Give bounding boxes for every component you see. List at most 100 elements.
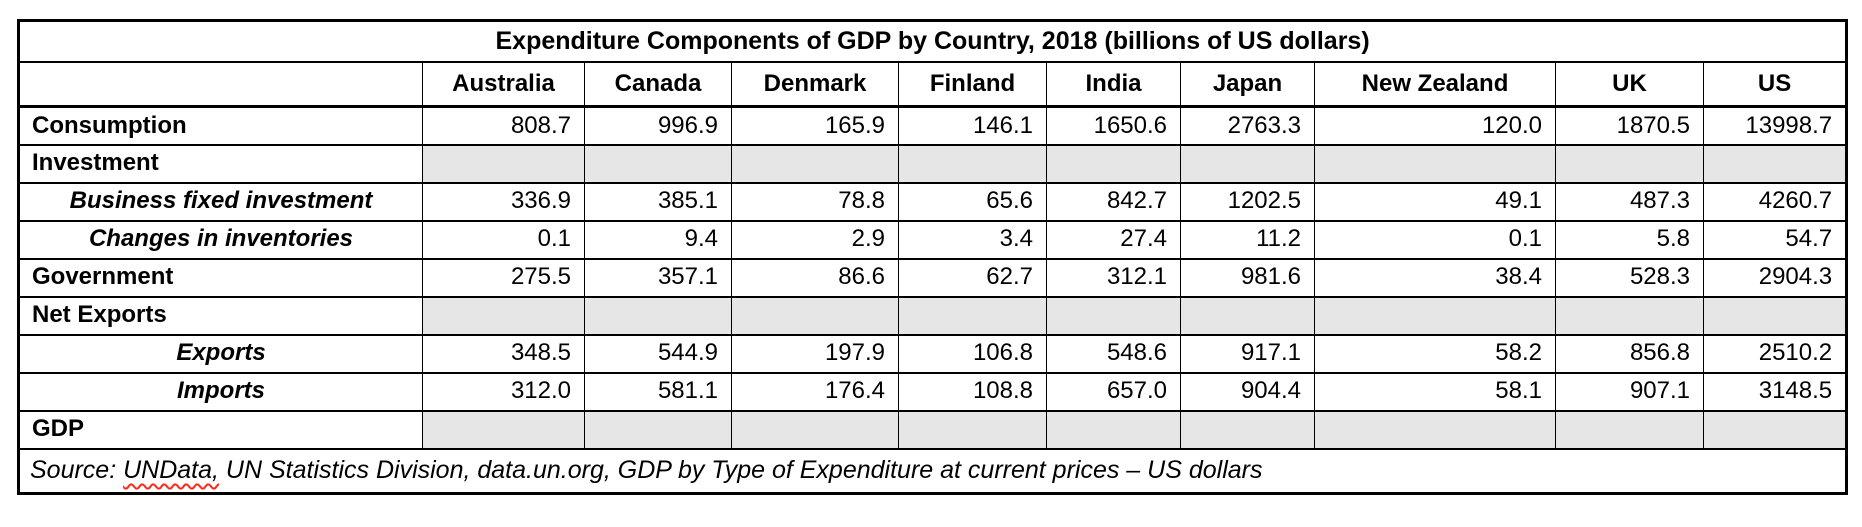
source-row: Source: UNData, UN Statistics Division, … (17, 447, 1848, 494)
value-cell: 146.1 (898, 105, 1047, 146)
corner-cell (18, 61, 423, 108)
column-header-india: India (1046, 61, 1181, 108)
value-cell: 86.6 (731, 257, 899, 298)
value-cell: 581.1 (584, 371, 732, 412)
empty-shaded-cell (898, 409, 1047, 450)
value-cell: 487.3 (1555, 181, 1704, 222)
table-row-net-exports: Net Exports (18, 295, 1848, 336)
empty-shaded-cell (731, 295, 899, 336)
column-header-denmark: Denmark (731, 61, 899, 108)
empty-shaded-cell (584, 143, 732, 184)
value-cell: 62.7 (898, 257, 1047, 298)
value-cell: 904.4 (1180, 371, 1315, 412)
value-cell: 176.4 (731, 371, 899, 412)
value-cell: 2.9 (731, 219, 899, 260)
source-prefix: Source: (30, 455, 124, 484)
value-cell: 981.6 (1180, 257, 1315, 298)
value-cell: 27.4 (1046, 219, 1181, 260)
value-cell: 357.1 (584, 257, 732, 298)
value-cell: 907.1 (1555, 371, 1704, 412)
source-note: Source: UNData, UN Statistics Division, … (17, 447, 1848, 494)
value-cell: 348.5 (422, 333, 585, 374)
row-label: Net Exports (18, 295, 423, 336)
value-cell: 528.3 (1555, 257, 1704, 298)
value-cell: 2510.2 (1702, 333, 1848, 374)
value-cell: 0.1 (422, 219, 585, 260)
row-label: Consumption (18, 105, 423, 146)
value-cell: 58.2 (1314, 333, 1556, 374)
value-cell: 385.1 (584, 181, 732, 222)
empty-shaded-cell (1314, 409, 1556, 450)
value-cell: 2904.3 (1702, 257, 1848, 298)
empty-shaded-cell (584, 295, 732, 336)
value-cell: 78.8 (731, 181, 899, 222)
empty-shaded-cell (898, 143, 1047, 184)
column-header-japan: Japan (1180, 61, 1315, 108)
row-label: Investment (18, 143, 423, 184)
empty-shaded-cell (1046, 143, 1181, 184)
value-cell: 3.4 (898, 219, 1047, 260)
table-row-exports: Exports 348.5 544.9 197.9 106.8 548.6 917.1 58.… (18, 333, 1848, 374)
row-label: Exports (18, 333, 423, 374)
row-label: GDP (18, 409, 423, 450)
gdp-expenditure-table: Expenditure Components of GDP by Country… (17, 19, 1849, 495)
value-cell: 2763.3 (1180, 105, 1315, 146)
value-cell: 54.7 (1702, 219, 1848, 260)
value-cell: 65.6 (898, 181, 1047, 222)
empty-shaded-cell (1555, 143, 1704, 184)
value-cell: 1202.5 (1180, 181, 1315, 222)
source-rest: UN Statistics Division, data.un.org, GDP… (218, 455, 1263, 484)
empty-shaded-cell (1046, 409, 1181, 450)
table-row-investment: Investment (18, 143, 1848, 184)
column-header-uk: UK (1555, 61, 1704, 108)
table-title: Expenditure Components of GDP by Country… (17, 19, 1848, 63)
value-cell: 4260.7 (1702, 181, 1848, 222)
empty-shaded-cell (1555, 295, 1704, 336)
empty-shaded-cell (1180, 143, 1315, 184)
value-cell: 108.8 (898, 371, 1047, 412)
column-header-row: Australia Canada Denmark Finland India Japan N… (18, 61, 1848, 108)
empty-shaded-cell (1555, 409, 1704, 450)
empty-shaded-cell (422, 409, 585, 450)
column-header-us: US (1702, 61, 1848, 108)
table-row-imports: Imports 312.0 581.1 176.4 108.8 657.0 904.4 58.… (18, 371, 1848, 412)
value-cell: 5.8 (1555, 219, 1704, 260)
column-header-canada: Canada (584, 61, 732, 108)
table-row-consumption: Consumption 808.7 996.9 165.9 146.1 1650.6 276… (18, 105, 1848, 146)
empty-shaded-cell (731, 143, 899, 184)
value-cell: 165.9 (731, 105, 899, 146)
row-label: Changes in inventories (18, 219, 423, 260)
value-cell: 0.1 (1314, 219, 1556, 260)
value-cell: 544.9 (584, 333, 732, 374)
value-cell: 1870.5 (1555, 105, 1704, 146)
row-label: Government (18, 257, 423, 298)
column-header-new-zealand: New Zealand (1314, 61, 1556, 108)
empty-shaded-cell (1314, 143, 1556, 184)
empty-shaded-cell (731, 409, 899, 450)
empty-shaded-cell (1702, 295, 1848, 336)
value-cell: 58.1 (1314, 371, 1556, 412)
value-cell: 38.4 (1314, 257, 1556, 298)
value-cell: 842.7 (1046, 181, 1181, 222)
table-row-changes-in-inventories: Changes in inventories 0.1 9.4 2.9 3.4 27.4 11… (18, 219, 1848, 260)
value-cell: 49.1 (1314, 181, 1556, 222)
row-label: Imports (18, 371, 423, 412)
value-cell: 856.8 (1555, 333, 1704, 374)
value-cell: 917.1 (1180, 333, 1315, 374)
empty-shaded-cell (584, 409, 732, 450)
value-cell: 11.2 (1180, 219, 1315, 260)
value-cell: 996.9 (584, 105, 732, 146)
value-cell: 1650.6 (1046, 105, 1181, 146)
value-cell: 197.9 (731, 333, 899, 374)
value-cell: 808.7 (422, 105, 585, 146)
table-row-government: Government 275.5 357.1 86.6 62.7 312.1 981.6 38… (18, 257, 1848, 298)
value-cell: 657.0 (1046, 371, 1181, 412)
value-cell: 312.0 (422, 371, 585, 412)
value-cell: 3148.5 (1702, 371, 1848, 412)
row-label: Business fixed investment (18, 181, 423, 222)
value-cell: 106.8 (898, 333, 1047, 374)
empty-shaded-cell (1314, 295, 1556, 336)
value-cell: 275.5 (422, 257, 585, 298)
empty-shaded-cell (422, 295, 585, 336)
